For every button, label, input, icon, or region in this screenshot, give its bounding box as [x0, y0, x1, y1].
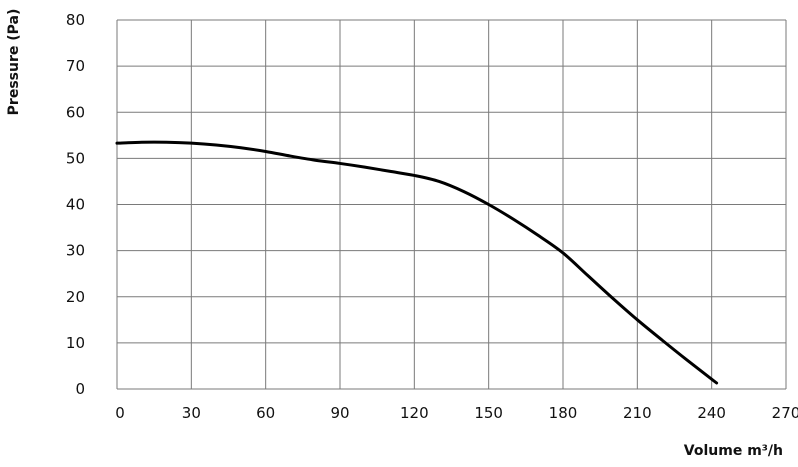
x-tick-label: 60 [256, 404, 275, 422]
x-tick-label: 120 [400, 404, 429, 422]
x-tick-label: 0 [115, 404, 125, 422]
y-tick-label: 0 [75, 380, 85, 398]
x-tick-label: 30 [182, 404, 201, 422]
y-tick-label: 70 [66, 57, 85, 75]
x-tick-label: 150 [474, 404, 503, 422]
x-tick-label: 180 [549, 404, 578, 422]
pressure-curve [115, 140, 719, 385]
y-tick-label: 50 [66, 149, 85, 167]
y-axis-title: Pressure (Pa) [6, 9, 22, 116]
y-tick-label: 30 [66, 242, 85, 260]
series-layer [115, 140, 719, 385]
y-tick-label: 40 [66, 196, 85, 214]
grid [116, 19, 787, 390]
x-tick-label: 270 [772, 404, 798, 422]
x-axis-title: Volume m³/h [684, 443, 783, 459]
tick-labels: 0 10 20 30 40 50 60 70 80 0 30 60 90 120 150 180 210 240 2… [66, 11, 798, 422]
x-tick-label: 90 [330, 404, 349, 422]
y-tick-label: 20 [66, 288, 85, 306]
y-tick-label: 80 [66, 11, 85, 29]
y-tick-label: 60 [66, 103, 85, 121]
x-tick-label: 210 [623, 404, 652, 422]
y-tick-label: 10 [66, 334, 85, 352]
x-tick-label: 240 [697, 404, 726, 422]
